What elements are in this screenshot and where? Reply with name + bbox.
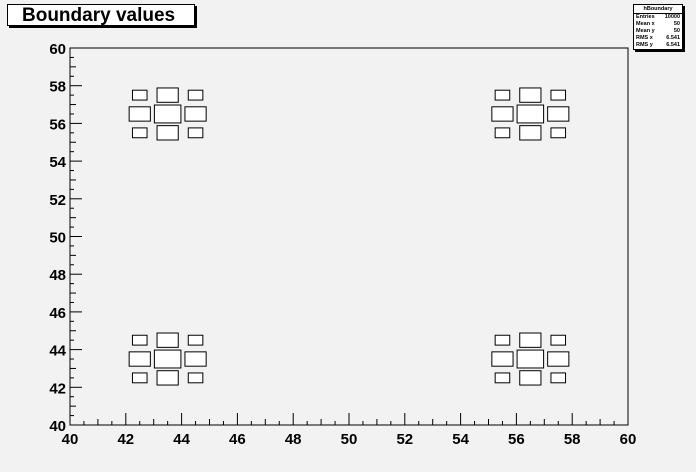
bin-box <box>187 89 204 101</box>
bin-box <box>131 372 148 384</box>
bin-box <box>153 104 182 124</box>
y-tick-label: 60 <box>49 41 66 58</box>
bin-box <box>187 127 204 139</box>
bin-box <box>128 351 151 367</box>
x-tick-label: 60 <box>620 431 637 448</box>
bin-box <box>494 334 511 346</box>
y-tick-label: 40 <box>49 418 66 435</box>
bin-box <box>131 89 148 101</box>
y-tick-label: 58 <box>49 79 66 96</box>
stats-row-entries: Entries 10000 <box>634 14 682 21</box>
bin-box <box>519 332 542 348</box>
stats-box: hBoundary Entries 10000 Mean x 50 Mean y… <box>633 4 683 50</box>
bin-box <box>494 372 511 384</box>
chart-title-text: Boundary values <box>22 5 176 26</box>
stats-value: 6.541 <box>666 42 680 48</box>
x-tick-label: 50 <box>341 431 358 448</box>
y-tick-label: 42 <box>49 380 66 397</box>
stats-label: RMS x <box>636 35 653 41</box>
plot-frame <box>69 47 629 426</box>
y-tick-label: 52 <box>49 192 66 209</box>
stats-value: 50 <box>673 28 680 34</box>
x-tick-label: 46 <box>229 431 246 448</box>
bin-box <box>547 106 570 122</box>
x-tick-label: 48 <box>285 431 302 448</box>
x-tick-label: 44 <box>173 431 190 448</box>
bin-box <box>131 334 148 346</box>
x-tick-label: 42 <box>117 431 134 448</box>
bin-box <box>516 104 545 124</box>
stats-label: Mean x <box>636 21 655 27</box>
y-tick-label: 44 <box>49 343 66 360</box>
stats-label: Mean y <box>636 28 655 34</box>
bin-box <box>550 372 567 384</box>
stats-row-mean-y: Mean y 50 <box>634 28 682 35</box>
stats-label: Entries <box>636 14 655 20</box>
bin-box <box>519 370 542 386</box>
x-tick-label: 58 <box>564 431 581 448</box>
bin-box <box>156 332 179 348</box>
bin-box <box>156 87 179 103</box>
bin-box <box>519 125 542 141</box>
stats-name: hBoundary <box>634 5 682 14</box>
bin-box <box>550 334 567 346</box>
y-tick-label: 48 <box>49 267 66 284</box>
bin-box <box>184 351 207 367</box>
y-tick-label: 56 <box>49 116 66 133</box>
stats-value: 10000 <box>664 14 680 20</box>
bin-box <box>156 125 179 141</box>
bin-box <box>491 106 514 122</box>
bin-box <box>491 351 514 367</box>
bin-box <box>156 370 179 386</box>
bin-box <box>519 87 542 103</box>
y-tick-label: 46 <box>49 305 66 322</box>
stats-row-rms-y: RMS y 6.541 <box>634 42 682 49</box>
stats-row-rms-x: RMS x 6.541 <box>634 35 682 42</box>
chart-title: Boundary values <box>7 4 195 26</box>
bin-box <box>550 89 567 101</box>
bin-box <box>516 349 545 369</box>
y-tick-label: 54 <box>49 154 66 171</box>
x-tick-label: 54 <box>452 431 469 448</box>
x-tick-label: 52 <box>396 431 413 448</box>
bin-box <box>184 106 207 122</box>
stats-label: RMS y <box>636 42 653 48</box>
bin-box <box>547 351 570 367</box>
bin-box <box>550 127 567 139</box>
bin-box <box>187 334 204 346</box>
bin-box <box>187 372 204 384</box>
bin-box <box>153 349 182 369</box>
bin-box <box>128 106 151 122</box>
stats-row-mean-x: Mean x 50 <box>634 21 682 28</box>
bin-box <box>494 127 511 139</box>
stats-value: 6.541 <box>666 35 680 41</box>
bin-box <box>131 127 148 139</box>
y-tick-label: 50 <box>49 230 66 247</box>
x-tick-label: 56 <box>508 431 525 448</box>
bin-box <box>494 89 511 101</box>
x-tick-label: 40 <box>62 431 79 448</box>
stats-value: 50 <box>673 21 680 27</box>
